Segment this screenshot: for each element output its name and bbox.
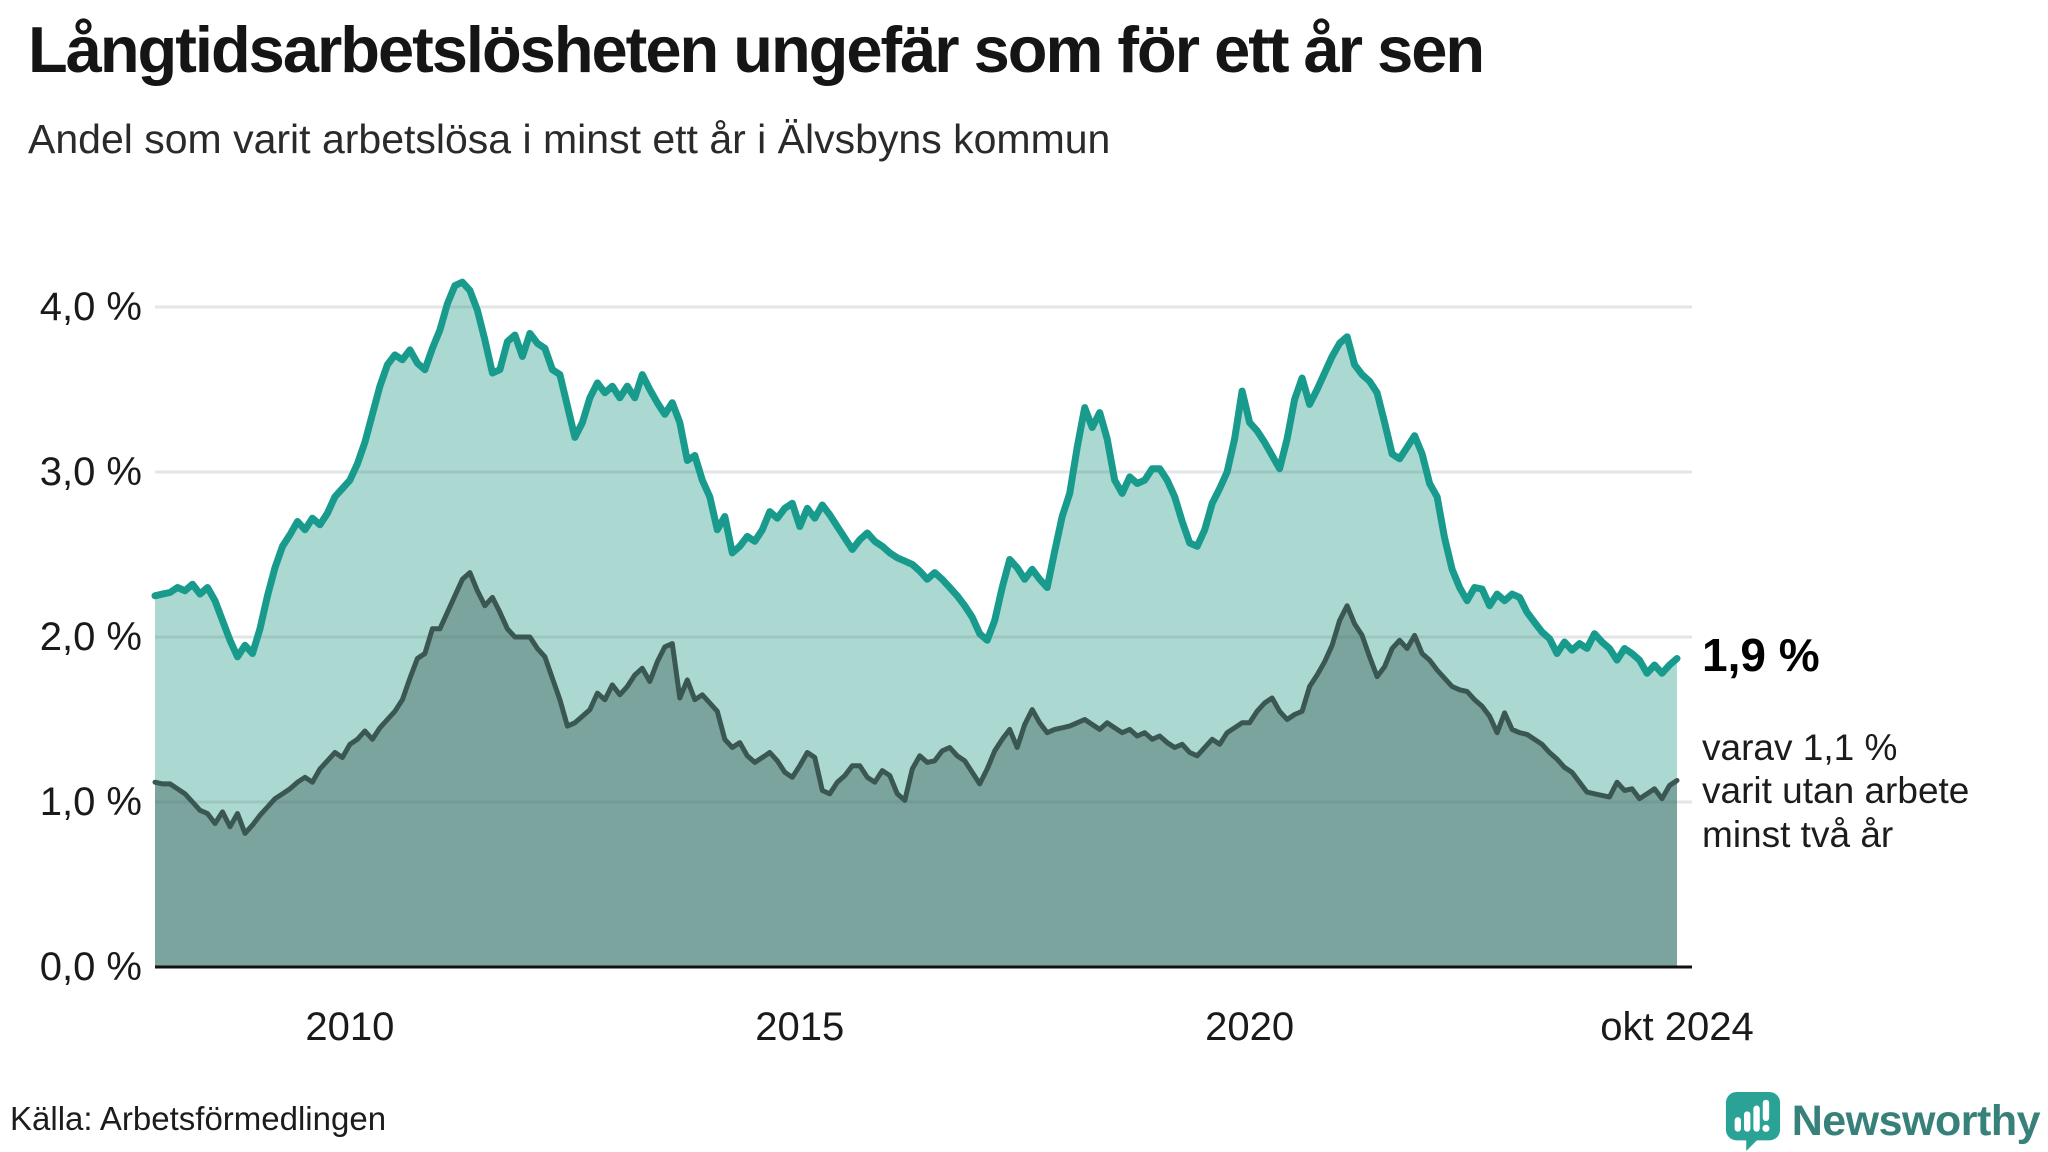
area-fill-two-years bbox=[155, 572, 1677, 967]
x-tick-label: 2010 bbox=[305, 1005, 395, 1049]
end-note-line: varav 1,1 % bbox=[1702, 727, 1898, 768]
end-note-line: minst två år bbox=[1702, 813, 1894, 855]
line-two-years bbox=[152, 570, 1680, 836]
end-value-label: 1,9 % bbox=[1702, 629, 1820, 681]
page-subtitle: Andel som varit arbetslösa i minst ett å… bbox=[28, 116, 1111, 162]
x-tick-label: okt 2024 bbox=[1600, 1005, 1754, 1049]
source-credit: Källa: Arbetsförmedlingen bbox=[10, 1100, 387, 1137]
x-tick-label: 2020 bbox=[1205, 1005, 1295, 1049]
line-total bbox=[151, 278, 1681, 677]
y-tick-label: 2,0 % bbox=[39, 615, 142, 659]
end-note: varav 1,1 % varit utan arbete minst två … bbox=[1702, 726, 1969, 856]
x-tick-label: 2015 bbox=[755, 1005, 845, 1049]
y-tick-label: 0,0 % bbox=[39, 945, 142, 989]
y-tick-label: 1,0 % bbox=[39, 780, 142, 824]
newsworthy-icon bbox=[1725, 1092, 1780, 1151]
page-title: Långtidsarbetslösheten ungefär som för e… bbox=[28, 13, 1485, 86]
brand-name: Newsworthy bbox=[1791, 1097, 2041, 1145]
end-note-line: varit utan arbete bbox=[1702, 770, 1970, 812]
y-tick-label: 3,0 % bbox=[39, 450, 142, 494]
y-tick-label: 4,0 % bbox=[39, 285, 142, 329]
brand-logo: Newsworthy bbox=[1724, 1090, 2041, 1152]
